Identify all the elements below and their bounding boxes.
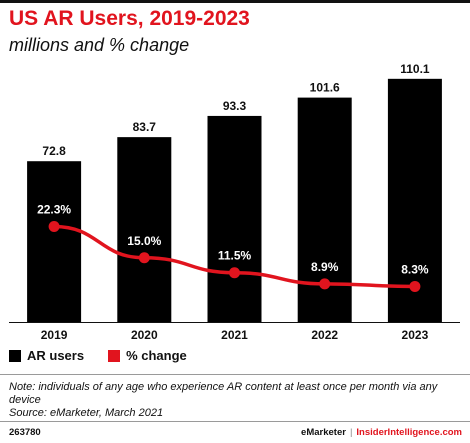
- legend-swatch-ar-users: [9, 349, 21, 362]
- pct-point-2021: [229, 267, 240, 279]
- pct-label-2023: 8.3%: [401, 262, 429, 276]
- bar-label-2019: 72.8: [42, 144, 66, 158]
- bar-label-2022: 101.6: [310, 81, 340, 95]
- pct-label-2020: 15.0%: [127, 234, 161, 248]
- legend-swatch-pct-change: [108, 349, 121, 362]
- notes-block: Note: individuals of any age who experie…: [9, 381, 449, 420]
- bar-label-2020: 83.7: [133, 120, 157, 134]
- brand-separator: |: [349, 427, 353, 438]
- pct-label-2021: 11.5%: [218, 249, 252, 263]
- bar-label-2023: 110.1: [400, 62, 430, 76]
- footer-brand: eMarketer | InsiderIntelligence.com: [301, 427, 462, 438]
- pct-label-2019: 22.3%: [37, 202, 71, 216]
- pct-point-2019: [48, 220, 60, 232]
- chart-id: 263780: [9, 427, 41, 438]
- legend-item-pct-change: % change: [108, 348, 187, 363]
- divider-top: [0, 374, 470, 375]
- pct-point-2022: [319, 278, 331, 290]
- bar-label-2021: 93.3: [223, 99, 247, 113]
- x-tick-2021: 2021: [221, 328, 248, 340]
- brand-insiderintelligence: InsiderIntelligence.com: [356, 427, 462, 438]
- chart-area: 72.8 83.7 93.3 101.6 110.1 2019 2020 2021 2022 20…: [9, 62, 460, 340]
- chart-subtitle: millions and % change: [9, 35, 190, 55]
- pct-point-2023: [409, 280, 421, 292]
- pct-point-2020: [138, 252, 150, 264]
- top-rule: [0, 0, 470, 3]
- source-text: Source: eMarketer, March 2021: [9, 407, 164, 419]
- brand-emarketer: eMarketer: [301, 427, 346, 438]
- bar-2021: [207, 115, 262, 322]
- legend-label-ar-users: AR users: [27, 348, 85, 363]
- x-tick-2020: 2020: [131, 328, 158, 340]
- legend-item-ar-users: AR users: [9, 348, 84, 363]
- x-tick-2023: 2023: [402, 328, 429, 340]
- note-text: Note: individuals of any age who experie…: [9, 381, 438, 406]
- divider-bottom: [0, 421, 470, 422]
- bar-2020: [117, 137, 172, 322]
- chart-title: US AR Users, 2019-2023: [9, 7, 250, 30]
- x-tick-2022: 2022: [311, 328, 338, 340]
- x-tick-2019: 2019: [41, 328, 68, 340]
- bar-2019: [27, 161, 82, 322]
- pct-label-2022: 8.9%: [311, 260, 339, 274]
- legend-label-pct-change: % change: [126, 348, 187, 363]
- legend: AR users % change: [9, 348, 211, 363]
